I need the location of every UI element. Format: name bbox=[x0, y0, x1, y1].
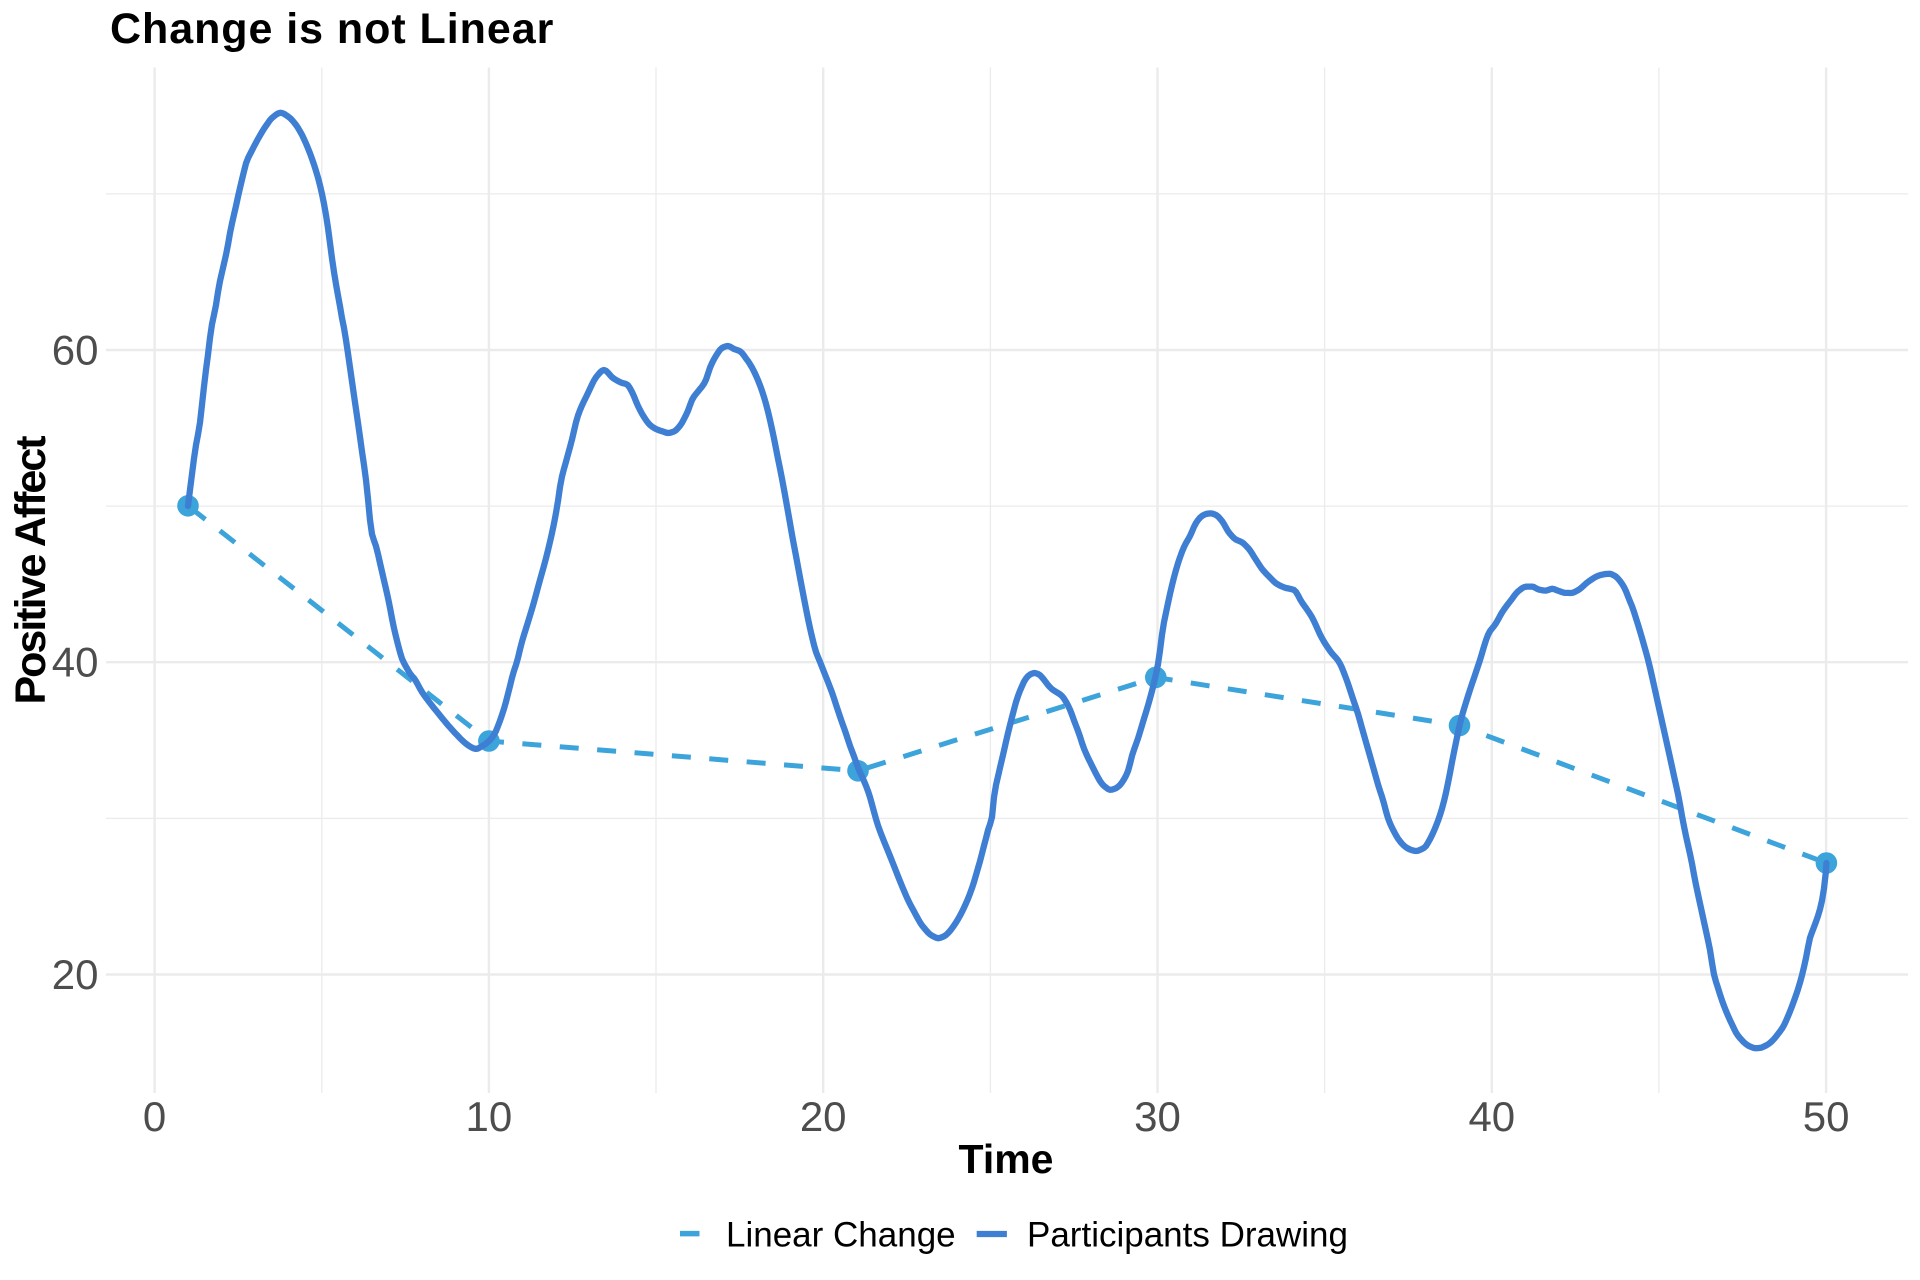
svg-text:Positive Affect: Positive Affect bbox=[7, 436, 55, 705]
svg-text:30: 30 bbox=[1134, 1093, 1181, 1140]
svg-text:40: 40 bbox=[1468, 1093, 1515, 1140]
svg-text:Participants Drawing: Participants Drawing bbox=[1027, 1216, 1348, 1255]
svg-text:10: 10 bbox=[466, 1093, 513, 1140]
svg-text:50: 50 bbox=[1803, 1093, 1850, 1140]
svg-text:40: 40 bbox=[52, 639, 99, 686]
svg-text:20: 20 bbox=[800, 1093, 847, 1140]
svg-text:Time: Time bbox=[959, 1136, 1054, 1182]
svg-text:0: 0 bbox=[143, 1093, 166, 1140]
svg-text:Change is not Linear: Change is not Linear bbox=[110, 5, 554, 53]
svg-text:Linear Change: Linear Change bbox=[726, 1216, 956, 1255]
svg-text:60: 60 bbox=[52, 327, 99, 374]
svg-text:20: 20 bbox=[52, 951, 99, 998]
